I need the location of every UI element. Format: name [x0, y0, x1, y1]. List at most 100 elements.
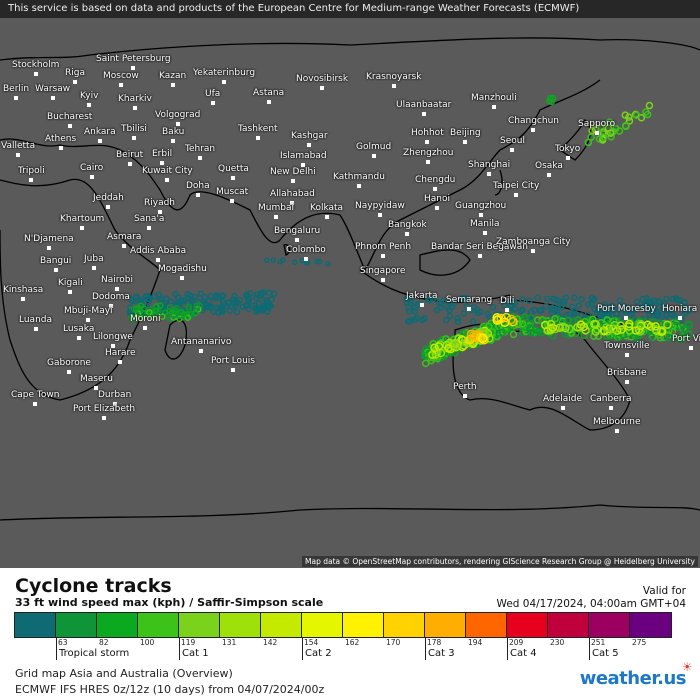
city-label: Bangkok	[388, 220, 427, 236]
city-label: Harare	[105, 348, 136, 364]
track-marker	[527, 328, 535, 337]
city-label: Kyiv	[80, 91, 99, 107]
city-label: Ufa	[205, 89, 221, 105]
track-marker	[613, 310, 620, 317]
city-label: Erbil	[152, 149, 173, 165]
track-marker	[246, 290, 254, 297]
scale-swatch	[589, 613, 630, 637]
city-label: Gaborone	[47, 358, 91, 374]
track-marker	[594, 306, 602, 314]
track-marker	[405, 318, 413, 325]
track-marker	[668, 310, 676, 318]
track-marker	[454, 318, 462, 325]
scale-tick: 178	[427, 638, 442, 647]
scale-swatch	[384, 613, 425, 637]
map[interactable]: This service is based on data and produc…	[0, 0, 700, 568]
track-marker	[193, 302, 201, 310]
city-label: Chengdu	[415, 175, 456, 191]
track-marker	[639, 295, 646, 303]
track-marker	[536, 307, 544, 314]
track-marker	[674, 296, 681, 304]
track-marker	[305, 260, 311, 266]
track-marker	[270, 290, 278, 297]
city-label: Jeddah	[93, 193, 124, 209]
scale-category: Cat 2	[302, 638, 332, 660]
track-marker	[651, 324, 660, 334]
city-label: Perth	[453, 382, 477, 398]
city-label: Khartoum	[60, 214, 105, 230]
city-label: Manila	[470, 219, 500, 235]
track-marker	[460, 295, 467, 303]
track-marker	[610, 304, 618, 311]
track-marker	[591, 305, 598, 313]
track-marker	[527, 314, 535, 322]
track-marker	[449, 339, 459, 348]
city-label: Zhengzhou	[403, 148, 454, 164]
track-marker	[244, 301, 251, 309]
track-marker	[546, 326, 555, 335]
weather-us-logo[interactable]: weather.us ☀	[580, 660, 693, 689]
track-marker	[664, 322, 673, 331]
track-marker	[446, 312, 454, 320]
track-marker	[591, 295, 598, 303]
track-marker	[560, 300, 568, 308]
city-label: Cairo	[80, 163, 104, 179]
scale-swatch	[220, 613, 261, 637]
city-label: Port Elizabeth	[73, 404, 136, 420]
legend-subtitle: 33 ft wind speed max (kph) / Saffir-Simp…	[15, 596, 324, 609]
track-marker	[643, 110, 652, 119]
track-marker	[444, 344, 453, 353]
track-marker	[267, 302, 274, 310]
track-marker	[159, 313, 166, 320]
scale-category: Cat 1	[179, 638, 209, 660]
map-attribution[interactable]: Map data © OpenStreetMap contributors, r…	[302, 556, 698, 567]
track-marker	[185, 305, 193, 313]
track-marker	[258, 306, 265, 313]
scale-tick: 63	[58, 638, 68, 647]
city-label: Asmara	[107, 232, 142, 248]
track-marker	[531, 306, 538, 314]
city-label: Hohhot	[411, 128, 444, 144]
track-marker	[541, 320, 550, 330]
scale-tick: 230	[550, 638, 565, 647]
scale-swatch	[138, 613, 179, 637]
track-marker	[155, 291, 162, 299]
track-marker	[625, 117, 634, 125]
scale-tick: 162	[345, 638, 360, 647]
track-marker	[526, 324, 534, 333]
track-marker	[511, 299, 519, 306]
track-marker	[535, 327, 544, 335]
track-marker	[571, 310, 578, 317]
track-marker	[489, 304, 497, 311]
city-label: Singapore	[360, 266, 406, 282]
valid-for-label: Valid for	[642, 585, 686, 597]
city-label: Bandar Seri Begawan	[431, 242, 529, 258]
track-marker	[549, 94, 557, 102]
track-marker	[265, 289, 273, 296]
city-label: Taipei City	[493, 181, 540, 197]
track-marker	[651, 322, 660, 331]
track-marker	[641, 303, 648, 310]
scale-swatch	[179, 613, 220, 637]
city-label: Melbourne	[593, 417, 641, 433]
track-marker	[562, 294, 570, 301]
track-marker	[602, 323, 611, 332]
city-label: Seoul	[500, 136, 525, 152]
track-marker	[519, 296, 526, 303]
track-marker	[546, 319, 556, 329]
track-marker	[447, 300, 454, 307]
track-marker	[595, 135, 604, 143]
track-marker	[565, 324, 574, 334]
track-marker	[215, 309, 223, 316]
track-marker	[454, 315, 461, 322]
track-marker	[233, 308, 241, 316]
city-label: Port Vila	[672, 334, 700, 350]
track-marker	[413, 314, 421, 322]
scale-tick: 209	[509, 638, 524, 647]
city-label: Sana'a	[134, 214, 165, 230]
city-label: Colombo	[286, 245, 326, 261]
track-marker	[277, 259, 283, 265]
track-marker	[130, 305, 137, 313]
color-scale	[14, 612, 672, 638]
city-label: Tehran	[185, 144, 216, 160]
